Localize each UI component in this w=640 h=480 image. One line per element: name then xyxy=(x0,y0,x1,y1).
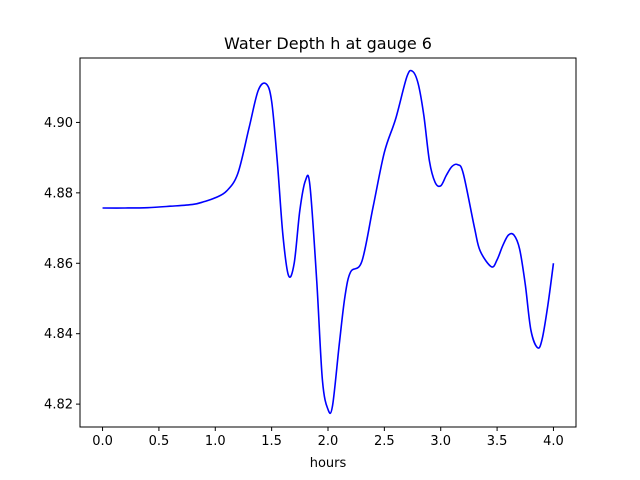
x-tick-label: 4.0 xyxy=(543,434,564,449)
y-tick-label: 4.86 xyxy=(44,257,73,272)
series-line-1 xyxy=(102,69,555,415)
plot-frame xyxy=(79,57,577,428)
x-tick-label: 0.0 xyxy=(92,434,113,449)
x-tick-label: 1.5 xyxy=(261,434,282,449)
y-tick-label: 4.90 xyxy=(44,116,73,131)
x-axis-label: hours xyxy=(310,456,347,471)
x-tick-label: 3.0 xyxy=(430,434,451,449)
x-tick-label: 0.5 xyxy=(149,434,170,449)
x-tick-label: 3.5 xyxy=(487,434,508,449)
chart-title: Water Depth h at gauge 6 xyxy=(224,34,432,53)
x-axis: 0.0 0.5 1.0 1.5 2.0 2.5 3.0 3.5 4.0 xyxy=(92,427,564,449)
x-tick-label: 2.0 xyxy=(318,434,339,449)
y-tick-label: 4.82 xyxy=(44,398,73,413)
plot-area xyxy=(102,69,555,415)
x-tick-label: 2.5 xyxy=(374,434,395,449)
y-tick-label: 4.84 xyxy=(44,327,73,342)
y-axis: 4.82 4.84 4.86 4.88 4.90 xyxy=(44,116,80,413)
y-tick-label: 4.88 xyxy=(44,186,73,201)
x-tick-label: 1.0 xyxy=(205,434,226,449)
